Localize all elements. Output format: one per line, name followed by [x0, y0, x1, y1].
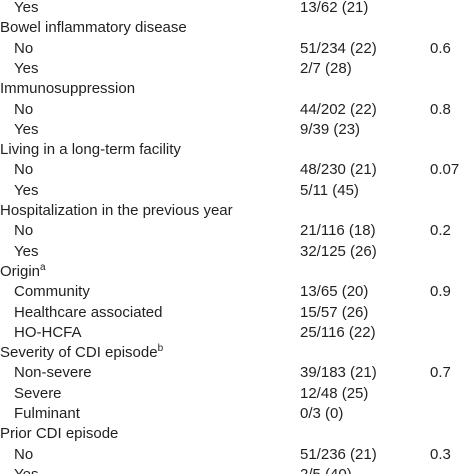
group-title-text: Bowel inflammatory disease: [0, 19, 187, 37]
group-title: Severity of CDI episodeb: [0, 343, 163, 363]
p-value-text: 0.6: [430, 39, 451, 57]
group-title-text: Origin: [0, 262, 41, 280]
p-value: 0.07: [430, 160, 459, 180]
row-value: 5/11 (45): [300, 181, 359, 201]
row-value-text: 2/7 (28): [300, 59, 352, 77]
row-value-text: 12/48 (25): [300, 384, 369, 402]
row-value: 51/234 (22): [300, 39, 377, 59]
row-label: Yes: [14, 242, 38, 262]
row-value-text: 32/125 (26): [300, 242, 377, 260]
p-value: 0.2: [430, 221, 451, 241]
p-value: 0.3: [430, 445, 451, 465]
row-label-text: No: [14, 222, 34, 240]
group-title-text: Prior CDI episode: [0, 425, 119, 443]
group-title-text: Hospitalization in the previous year: [0, 202, 233, 219]
group-title: Prior CDI episode: [0, 424, 118, 444]
p-value-text: 0.7: [430, 364, 451, 382]
group-title: Hospitalization in the previous year: [0, 201, 233, 221]
row-label: No: [14, 100, 33, 120]
row-value: 51/236 (21): [300, 445, 377, 465]
p-value-text: 0.8: [430, 100, 451, 118]
row-value-text: 2/5 (40): [300, 466, 352, 474]
row-label: Yes: [14, 465, 38, 474]
group-title-text: Severity of CDI episode: [0, 344, 158, 362]
row-label: HO-HCFA: [14, 323, 82, 343]
row-label: Yes: [14, 0, 38, 18]
group-title: Living in a long-term facility: [0, 140, 181, 160]
row-value-text: 44/202 (22): [300, 100, 377, 118]
p-value: 0.8: [430, 100, 451, 120]
row-value: 39/183 (21): [300, 363, 377, 383]
row-value: 12/48 (25): [300, 384, 368, 404]
row-label: Yes: [14, 181, 38, 201]
row-value-text: 13/65 (20): [300, 283, 369, 301]
row-label-text: Yes: [14, 181, 39, 199]
row-label: No: [14, 445, 33, 465]
row-value-text: 48/230 (21): [300, 161, 377, 179]
row-label-text: Fulminant: [14, 405, 80, 422]
row-label: Fulminant: [14, 404, 80, 424]
row-value: 48/230 (21): [300, 160, 377, 180]
row-value-text: 5/11 (45): [300, 181, 359, 199]
row-value: 15/57 (26): [300, 303, 368, 323]
row-label-text: Yes: [14, 120, 39, 138]
row-label: No: [14, 160, 33, 180]
row-value: 25/116 (22): [300, 323, 376, 343]
row-label: Severe: [14, 384, 62, 404]
row-label-text: Severe: [14, 384, 62, 402]
row-value-text: 39/183 (21): [300, 364, 377, 382]
footnote-marker: a: [40, 261, 46, 273]
row-label: Community: [14, 282, 90, 302]
group-title: Bowel inflammatory disease: [0, 18, 187, 38]
row-label-text: Healthcare associated: [14, 303, 163, 321]
p-value-text: 0.2: [430, 222, 451, 240]
row-value-text: 0/3 (0): [300, 405, 344, 422]
row-label-text: Yes: [14, 466, 38, 474]
row-label-text: Non-severe: [14, 364, 92, 382]
row-value-text: 51/236 (21): [300, 445, 377, 463]
row-label: No: [14, 39, 33, 59]
row-value: 2/5 (40): [300, 465, 352, 474]
row-label: Non-severe: [14, 363, 92, 383]
p-value-text: 0.3: [430, 445, 451, 463]
p-value: 0.7: [430, 363, 451, 383]
row-label-text: No: [14, 100, 34, 118]
row-value: 32/125 (26): [300, 242, 377, 262]
row-label-text: Yes: [14, 242, 39, 260]
row-value-text: 9/39 (23): [300, 120, 361, 138]
group-title: Immunosuppression: [0, 79, 135, 99]
row-value: 21/116 (18): [300, 221, 376, 241]
group-title-text: Immunosuppression: [0, 80, 136, 98]
row-value-text: 51/234 (22): [300, 39, 377, 57]
row-label-text: Yes: [14, 59, 39, 77]
row-label: Yes: [14, 59, 38, 79]
row-value: 2/7 (28): [300, 59, 352, 79]
row-value-text: 15/57 (26): [300, 303, 369, 321]
row-value: 0/3 (0): [300, 404, 343, 424]
row-label: Yes: [14, 120, 38, 140]
group-title: Origina: [0, 262, 46, 282]
row-value: 13/65 (20): [300, 282, 368, 302]
row-label-text: Community: [14, 283, 90, 301]
row-value-text: 13/62 (21): [300, 0, 369, 16]
row-label-text: HO-HCFA: [14, 323, 82, 341]
p-value-text: 0.9: [430, 283, 451, 301]
p-value: 0.9: [430, 282, 451, 302]
row-label-text: Yes: [14, 0, 39, 16]
row-value-text: 25/116 (22): [300, 323, 376, 341]
p-value-text: 0.07: [430, 161, 460, 179]
footnote-marker: b: [157, 343, 164, 355]
row-label-text: No: [14, 39, 34, 57]
row-label: Healthcare associated: [14, 303, 162, 323]
row-value: 9/39 (23): [300, 120, 360, 140]
row-label-text: No: [14, 161, 34, 179]
row-value-text: 21/116 (18): [300, 222, 376, 240]
row-label-text: No: [14, 445, 34, 463]
row-value: 44/202 (22): [300, 100, 377, 120]
row-label: No: [14, 221, 33, 241]
group-title-text: Living in a long-term facility: [0, 141, 181, 159]
row-value: 13/62 (21): [300, 0, 368, 18]
p-value: 0.6: [430, 39, 451, 59]
